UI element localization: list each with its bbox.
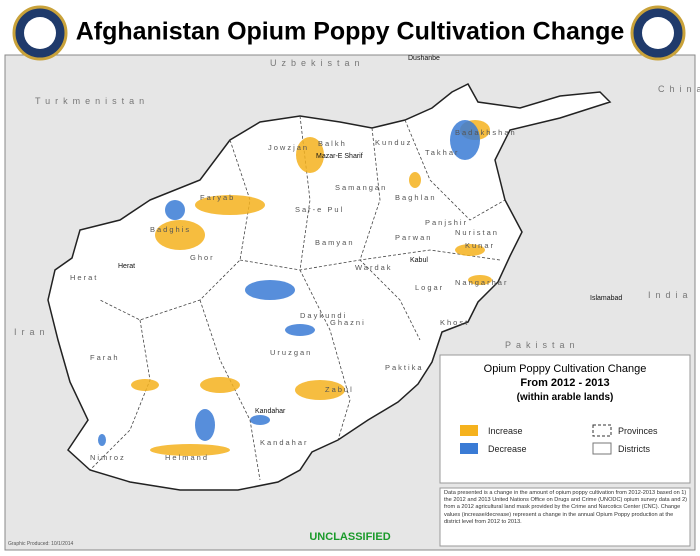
increase-areas — [131, 120, 492, 456]
province-labels: Jowzjan Balkh Kunduz Takhar Badakhshan Samang… — [70, 128, 517, 462]
province-label: Herat — [70, 273, 98, 282]
country-label: China — [658, 84, 700, 94]
note-container: Data presented is a change in the amount… — [444, 490, 688, 525]
province-label: Paktika — [385, 363, 424, 372]
province-label: Faryab — [200, 193, 235, 202]
country-label: Iran — [14, 327, 50, 337]
province-label: Khost — [440, 318, 469, 327]
country-label: Pakistan — [505, 340, 580, 350]
province-label: Kandahar — [260, 438, 309, 447]
legend-swatch — [460, 425, 478, 436]
province-label: Uruzgan — [270, 348, 312, 357]
province-label: Farah — [90, 353, 120, 362]
country-labels: Uzbekistan Turkmenistan Iran Pakistan In… — [14, 58, 700, 350]
legend-swatch — [460, 443, 478, 454]
city-label: Herat — [118, 263, 135, 270]
legend-title: (within arable lands) — [517, 392, 614, 403]
province-label: Logar — [415, 283, 444, 292]
country-label: India — [648, 290, 693, 300]
province-label: Badghis — [150, 225, 191, 234]
province-label: Helmand — [165, 453, 209, 462]
province-label: Takhar — [425, 148, 460, 157]
province-label: Nuristan — [455, 228, 499, 237]
province-label: Kunduz — [375, 138, 412, 147]
province-label: Daykundi — [300, 311, 347, 320]
province-label: Nangarhar — [455, 278, 508, 287]
province-label: Ghor — [190, 253, 215, 262]
legend-box — [439, 354, 691, 484]
province-label: Baghlan — [395, 193, 437, 202]
province-label: Panjshir — [425, 218, 468, 227]
province-label: Parwan — [395, 233, 432, 242]
province-label: Wardak — [355, 263, 393, 272]
city-labels: Dushanbe Mazar-E Sharif Herat Kabul Kand… — [118, 55, 622, 415]
seals — [12, 5, 686, 61]
legend-label: Increase — [488, 426, 523, 436]
legend-swatch — [592, 442, 612, 455]
country-label: Turkmenistan — [35, 96, 149, 106]
legend-label: Provinces — [618, 426, 658, 436]
legend-title: Opium Poppy Cultivation Change — [484, 363, 647, 375]
classification: UNCLASSIFIED — [309, 531, 390, 543]
city-label: Dushanbe — [408, 55, 440, 62]
city-label: Islamabad — [590, 295, 622, 302]
note: Data presented is a change in the amount… — [444, 490, 688, 525]
province-label: Nimroz — [90, 453, 126, 462]
country-label: Uzbekistan — [270, 58, 365, 68]
legend-label: Districts — [618, 444, 650, 454]
legend-label: Decrease — [488, 444, 527, 454]
province-label: Zabul — [325, 385, 354, 394]
province-label: Badakhshan — [455, 128, 517, 137]
city-label: Kandahar — [255, 408, 286, 415]
province-label: Ghazni — [330, 318, 366, 327]
title: Afghanistan Opium Poppy Cultivation Chan… — [76, 18, 625, 46]
note-box — [439, 487, 691, 547]
legend-swatch — [592, 424, 612, 437]
province-label: Bamyan — [315, 238, 355, 247]
legend-title: From 2012 - 2013 — [520, 377, 609, 389]
city-label: Kabul — [410, 257, 428, 264]
province-label: Balkh — [318, 139, 347, 148]
province-label: Samangan — [335, 183, 387, 192]
decrease-areas — [98, 120, 480, 446]
province-label: Sar-e Pul — [295, 205, 344, 214]
produced-date: Graphic Produced: 10/1/2014 — [8, 541, 74, 547]
province-label: Kunar — [465, 241, 495, 250]
city-label: Mazar-E Sharif — [316, 153, 363, 160]
afghanistan-outline — [47, 83, 612, 491]
province-label: Jowzjan — [268, 143, 309, 152]
